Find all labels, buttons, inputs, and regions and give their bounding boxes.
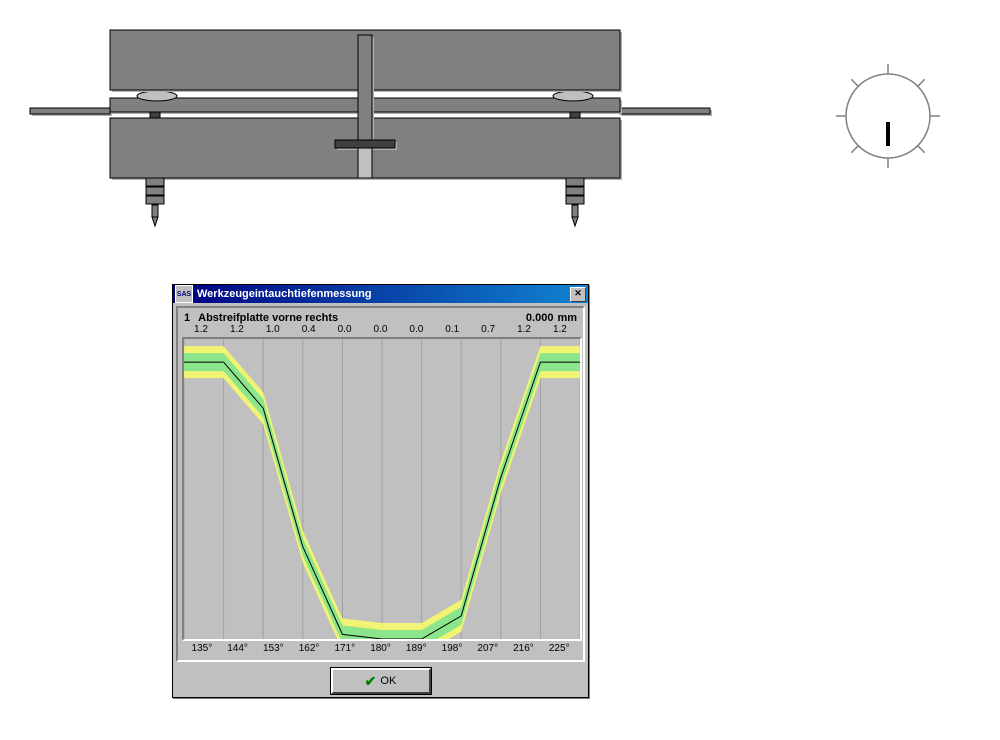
tick-label: 1.2 <box>543 324 577 335</box>
tick-label: 171° <box>327 643 363 654</box>
x-angle-ticks: 135°144°153°162°171°180°189°198°207°216°… <box>182 643 579 654</box>
tick-label: 0.1 <box>435 324 469 335</box>
measurement-unit: mm <box>557 312 577 324</box>
tick-label: 1.0 <box>256 324 290 335</box>
measurement-dialog: SAS Werkzeugeintauchtiefenmessung ✕ 1 Ab… <box>172 284 589 698</box>
tick-label: 198° <box>434 643 470 654</box>
screen: SAS Werkzeugeintauchtiefenmessung ✕ 1 Ab… <box>0 0 1000 740</box>
tick-label: 1.2 <box>220 324 254 335</box>
ok-button[interactable]: ✔ OK <box>331 668 431 694</box>
measurement-value: 0.000 <box>526 312 554 324</box>
tick-label: 1.2 <box>184 324 218 335</box>
chart-panel: 1 Abstreifplatte vorne rechts 0.000 mm 1… <box>176 306 585 662</box>
window-title: Werkzeugeintauchtiefenmessung <box>197 288 372 300</box>
tick-label: 0.0 <box>328 324 362 335</box>
tick-label: 180° <box>363 643 399 654</box>
tick-label: 135° <box>184 643 220 654</box>
tick-label: 216° <box>506 643 542 654</box>
tick-label: 225° <box>541 643 577 654</box>
chart <box>182 337 582 641</box>
tick-label: 189° <box>398 643 434 654</box>
tick-label: 0.7 <box>471 324 505 335</box>
channel-number: 1 <box>184 312 190 324</box>
app-icon: SAS <box>175 285 193 303</box>
close-icon[interactable]: ✕ <box>570 287 586 302</box>
y-value-ticks: 1.21.21.00.40.00.00.00.10.71.21.2 <box>182 324 579 335</box>
tick-label: 0.0 <box>399 324 433 335</box>
tick-label: 207° <box>470 643 506 654</box>
tick-label: 153° <box>255 643 291 654</box>
tick-label: 1.2 <box>507 324 541 335</box>
titlebar[interactable]: SAS Werkzeugeintauchtiefenmessung ✕ <box>173 285 588 303</box>
tick-label: 0.0 <box>363 324 397 335</box>
check-icon: ✔ <box>365 673 377 690</box>
tick-label: 144° <box>220 643 256 654</box>
tick-label: 0.4 <box>292 324 326 335</box>
channel-label: Abstreifplatte vorne rechts <box>198 312 338 324</box>
ok-label: OK <box>380 675 396 687</box>
tick-label: 162° <box>291 643 327 654</box>
machine-diagram <box>0 0 1000 270</box>
